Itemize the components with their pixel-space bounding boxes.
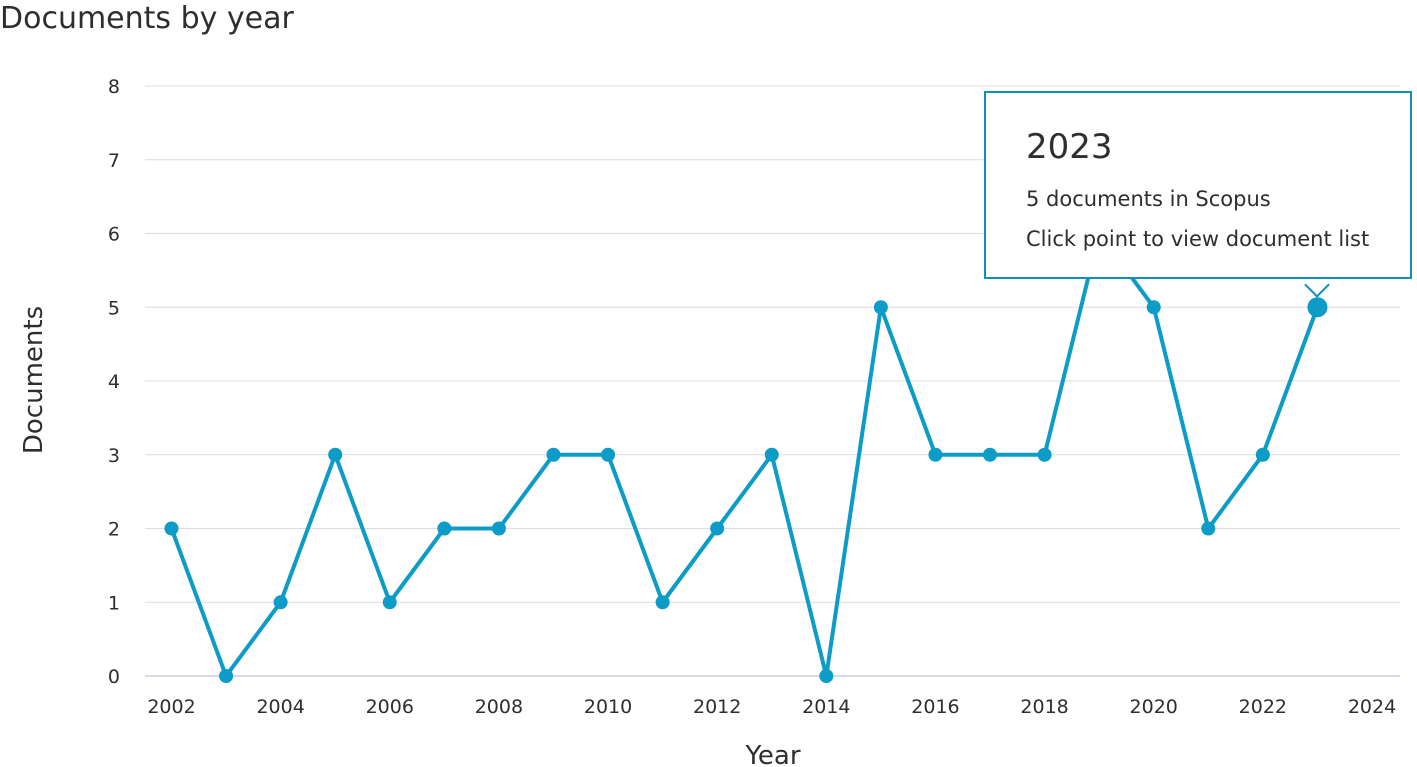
x-tick-label: 2012 (693, 696, 741, 718)
chart-title: Documents by year (0, 1, 294, 36)
tooltip: 2023 5 documents in Scopus Click point t… (984, 91, 1412, 279)
y-tick-label: 0 (108, 666, 120, 688)
data-point[interactable] (983, 447, 998, 462)
x-tick-label: 2008 (475, 696, 523, 718)
x-tick-label: 2020 (1130, 696, 1178, 718)
y-tick-label: 4 (108, 371, 120, 393)
tooltip-year: 2023 (1026, 127, 1113, 167)
data-point[interactable] (928, 447, 943, 462)
x-tick-label: 2004 (256, 696, 304, 718)
data-point[interactable] (219, 669, 234, 683)
y-tick-label: 3 (108, 445, 120, 467)
data-point[interactable] (437, 521, 452, 536)
x-tick-label: 2014 (802, 696, 850, 718)
y-tick-labels: 0 1 2 3 4 5 6 7 8 (108, 76, 120, 688)
data-point[interactable] (710, 521, 725, 536)
y-tick-label: 5 (108, 297, 120, 319)
x-tick-label: 2018 (1020, 696, 1068, 718)
x-tick-label: 2024 (1348, 696, 1396, 718)
y-tick-label: 7 (108, 150, 120, 172)
x-axis-label: Year (744, 741, 800, 767)
y-tick-label: 6 (108, 224, 120, 246)
data-point[interactable] (1146, 300, 1161, 315)
data-point[interactable] (819, 669, 834, 683)
data-point[interactable] (1037, 447, 1052, 462)
data-point[interactable] (546, 447, 561, 462)
y-tick-label: 1 (108, 592, 120, 614)
data-point[interactable] (491, 521, 506, 536)
x-tick-label: 2016 (911, 696, 959, 718)
data-point[interactable] (164, 521, 179, 536)
data-point[interactable] (1201, 521, 1216, 536)
data-point[interactable] (873, 300, 888, 315)
x-tick-label: 2006 (366, 696, 414, 718)
x-tick-label: 2022 (1239, 696, 1287, 718)
data-point[interactable] (1307, 297, 1328, 318)
tooltip-hint: Click point to view document list (1026, 227, 1370, 251)
x-tick-label: 2010 (584, 696, 632, 718)
data-point[interactable] (764, 447, 779, 462)
data-point[interactable] (655, 595, 670, 610)
data-point[interactable] (601, 447, 616, 462)
data-point[interactable] (1255, 447, 1270, 462)
y-axis-label: Documents (19, 306, 49, 454)
x-tick-labels: 2002 2004 2006 2008 2010 2012 2014 2016 2018 2020… (147, 696, 1396, 718)
x-tick-label: 2002 (147, 696, 195, 718)
data-point[interactable] (273, 595, 288, 610)
data-point[interactable] (328, 447, 343, 462)
tooltip-document-count: 5 documents in Scopus (1026, 187, 1271, 211)
y-tick-label: 8 (108, 76, 120, 98)
y-tick-label: 2 (108, 519, 120, 541)
data-point[interactable] (382, 595, 397, 610)
